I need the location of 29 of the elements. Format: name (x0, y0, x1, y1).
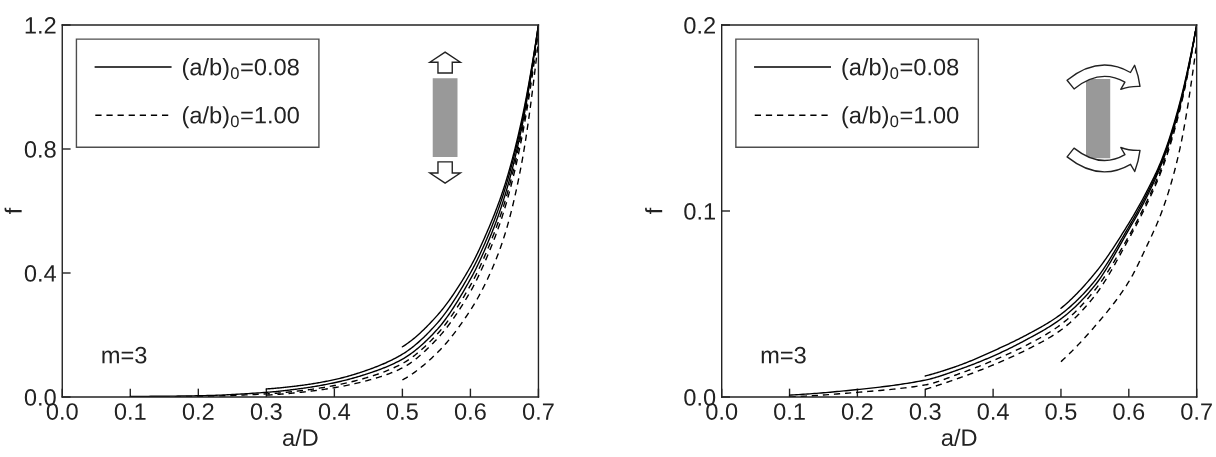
y-axis-title: f (645, 207, 663, 214)
annotation: m=3 (102, 346, 147, 364)
x-tick-label: 0.1 (774, 403, 805, 420)
x-axis-title: a/D (282, 428, 318, 447)
x-tick-label: 0.5 (386, 403, 418, 420)
x-tick-label: 0.6 (454, 403, 486, 420)
y-tick-label: 0.2 (684, 17, 715, 34)
legend-label: (a/b)$_{0}$=1.00 (182, 106, 299, 129)
legend-label: (a/b)$_{0}$=1.00 (842, 106, 959, 129)
y-tick-label: 0.4 (24, 265, 57, 282)
x-tick-label: 0.4 (977, 403, 1009, 420)
x-tick-label: 0.6 (1113, 403, 1145, 420)
legend-label: (a/b)$_{0}$=0.08 (182, 58, 299, 81)
x-tick-label: 0.1 (114, 403, 146, 420)
x-tick-label: 0.2 (182, 403, 214, 420)
x-tick-label: 0.3 (250, 403, 282, 420)
annotation: m=3 (761, 346, 806, 364)
y-tick-label: 0.1 (684, 203, 715, 220)
y-tick-label: 1.2 (25, 17, 56, 34)
legend-label: (a/b)$_{0}$=0.08 (842, 58, 959, 81)
x-tick-label: 0.7 (522, 403, 554, 420)
x-tick-label: 0.7 (1181, 403, 1212, 420)
x-tick-label: 0.4 (318, 403, 351, 420)
y-axis-title: f (4, 207, 22, 214)
x-tick-label: 0.2 (841, 403, 873, 420)
x-axis-title: a/D (941, 428, 977, 447)
x-tick-label: 0.3 (909, 403, 941, 420)
y-tick-label: 0.8 (24, 141, 56, 158)
x-tick-label: 0.5 (1045, 403, 1077, 420)
